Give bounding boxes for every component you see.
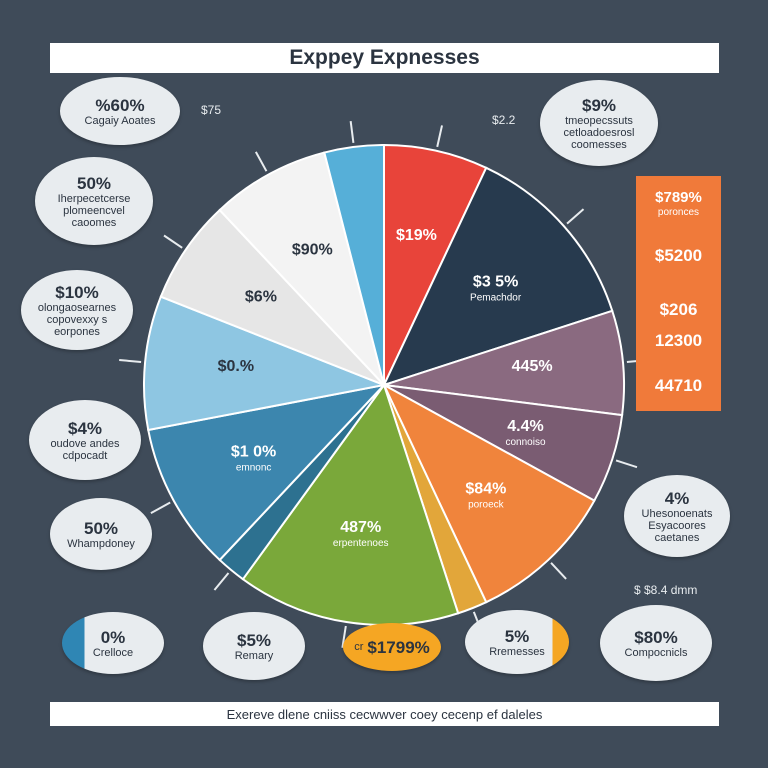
callout-desc: Iherpecetcerse plomeencvel caoomes bbox=[57, 192, 131, 229]
callout-olongaosearnes: $10% olongaosearnes copovexxy s eorpones bbox=[21, 270, 133, 350]
leader-line bbox=[341, 625, 347, 648]
side-panel-item: poronces bbox=[657, 207, 700, 218]
side-panel-item: 12300 bbox=[654, 331, 703, 350]
slice-label: 445% bbox=[512, 358, 553, 375]
callout-value: $5% bbox=[236, 630, 272, 650]
slice-sublabel: Pemachdor bbox=[470, 293, 522, 304]
callout-value: %60% bbox=[95, 95, 145, 115]
leader-line bbox=[213, 572, 230, 591]
callout-rremesses: 5% Rremesses bbox=[465, 610, 569, 674]
side-panel-item: $206 bbox=[659, 300, 698, 319]
callout-iherpecetcerse: 50% Iherpecetcerse plomeencvel caoomes bbox=[35, 157, 153, 245]
leader-line bbox=[119, 358, 142, 364]
leader-line bbox=[150, 501, 171, 515]
pie-slices bbox=[143, 143, 625, 626]
callout-compocnicls: $80% Compocnicls bbox=[600, 605, 712, 681]
floating-label-75: $75 bbox=[201, 103, 222, 117]
side-panel-item: $789% bbox=[655, 189, 702, 206]
callout-tmeopecssuts: $9% tmeopecssuts cetloadoesrosl coomesse… bbox=[540, 80, 658, 166]
slice-label: $90% bbox=[292, 242, 333, 259]
slice-label: $3 5% bbox=[473, 274, 518, 291]
side-panel-item: $5200 bbox=[654, 246, 703, 265]
slice-sublabel: emnonc bbox=[236, 463, 272, 474]
slice-label: 487% bbox=[340, 519, 381, 536]
callout-value: 50% bbox=[83, 518, 119, 538]
slice-label: $84% bbox=[465, 480, 506, 497]
callout-value: $1799% bbox=[367, 637, 430, 657]
callout-value: 50% bbox=[76, 173, 112, 193]
slice-label: $19% bbox=[396, 227, 437, 244]
chart-title: Exppey Expnesses bbox=[50, 43, 719, 73]
pie-slice bbox=[383, 143, 488, 386]
callout-desc: cr bbox=[354, 641, 364, 653]
callout-desc: Crelloce bbox=[92, 646, 134, 659]
pie-slice bbox=[218, 151, 385, 386]
leader-line bbox=[615, 459, 638, 469]
leader-line bbox=[163, 234, 183, 249]
leader-line bbox=[566, 208, 585, 225]
slice-sublabel: poroeck bbox=[468, 499, 505, 510]
pie-slice bbox=[323, 143, 385, 386]
leader-line bbox=[436, 125, 444, 148]
leader-line bbox=[550, 562, 567, 580]
leader-line bbox=[349, 120, 355, 144]
callout-value: $10% bbox=[55, 282, 99, 302]
callout-value: 0% bbox=[100, 627, 126, 647]
slice-label: $0.% bbox=[218, 358, 254, 375]
callout-value: $4% bbox=[67, 418, 103, 438]
pie-slice bbox=[383, 309, 625, 417]
pie-slice bbox=[241, 382, 460, 626]
callout-desc: oudove andes cdpocadt bbox=[50, 437, 120, 462]
callout-crelloce: 0% Crelloce bbox=[62, 612, 164, 674]
slice-label: 4.4% bbox=[507, 418, 543, 435]
callout-value: $9% bbox=[581, 95, 617, 115]
slice-label: $6% bbox=[245, 288, 277, 305]
floating-label-84: $ $8.4 dmm bbox=[634, 583, 698, 597]
pie-slice bbox=[381, 382, 596, 604]
pie-slice bbox=[159, 208, 385, 386]
callout-desc: Whampdoney bbox=[67, 537, 135, 550]
callout-desc: Remary bbox=[234, 649, 274, 662]
side-panel-item: 44710 bbox=[654, 376, 703, 395]
callout-whampdoney: 50% Whampdoney bbox=[50, 498, 152, 570]
callout-oudove: $4% oudove andes cdpocadt bbox=[29, 400, 141, 480]
callout-uhesonoenats: 4% Uhesonoenats Esyacoores caetanes bbox=[624, 475, 730, 557]
callout-remary: $5% Remary bbox=[203, 612, 305, 680]
side-panel: $789% poronces $5200 $206 12300 44710 bbox=[636, 176, 721, 411]
callout-desc: tmeopecssuts cetloadoesrosl coomesses bbox=[563, 114, 635, 151]
leader-line bbox=[254, 151, 268, 172]
callout-desc: Uhesonoenats Esyacoores caetanes bbox=[641, 507, 713, 544]
chart-footer: Exereve dlene cniiss cecwwver coey cecen… bbox=[50, 702, 719, 726]
callout-desc: Compocnicls bbox=[624, 646, 688, 659]
callout-desc: Rremesses bbox=[489, 645, 545, 658]
slice-sublabel: erpentenoes bbox=[333, 538, 389, 549]
callout-desc: olongaosearnes copovexxy s eorpones bbox=[37, 301, 117, 338]
callout-desc: Cagaiy Aoates bbox=[84, 114, 156, 127]
callout-value: 5% bbox=[504, 626, 530, 646]
slice-label: $1 0% bbox=[231, 444, 276, 461]
callout-cagaiy: %60% Cagaiy Aoates bbox=[60, 77, 180, 145]
slice-sublabel: connoiso bbox=[506, 437, 546, 448]
callout-value: 4% bbox=[664, 488, 690, 508]
callout-value: $80% bbox=[634, 627, 678, 647]
pie-slice-labels: $19% $3 5% Pemachdor 445% 4.4% connoiso $84% po… bbox=[218, 227, 553, 549]
callout-highlight: cr $1799% bbox=[343, 623, 441, 671]
floating-label-22: $2.2 bbox=[492, 113, 516, 127]
pie-slice bbox=[382, 166, 614, 387]
pie-slice bbox=[143, 295, 388, 432]
pie-slice bbox=[147, 383, 387, 562]
